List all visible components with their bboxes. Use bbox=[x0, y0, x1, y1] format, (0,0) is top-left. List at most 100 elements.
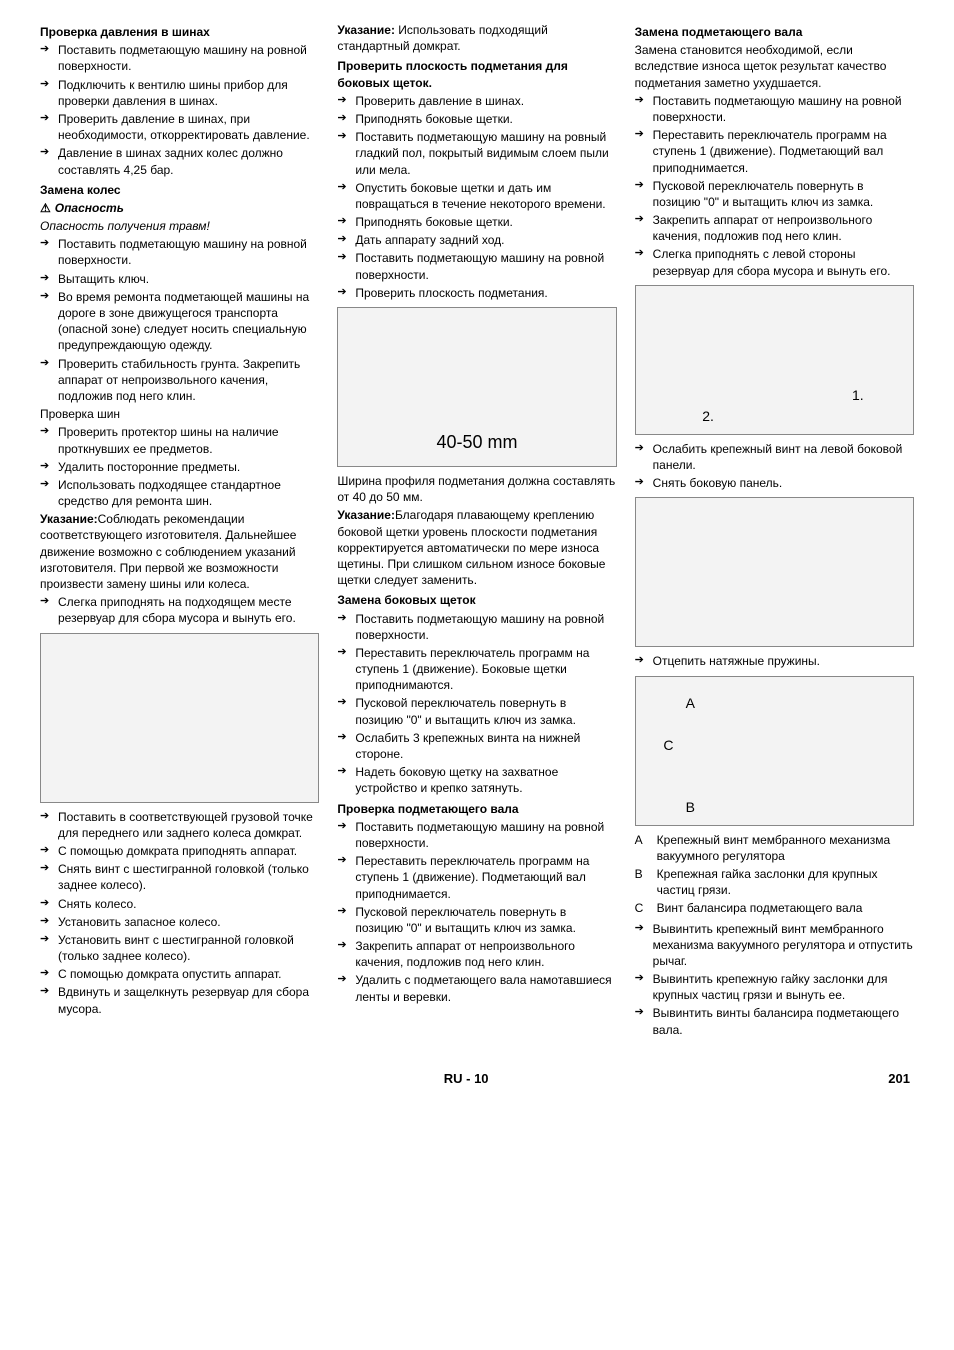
list-item: Использовать подходящее стандартное сред… bbox=[40, 477, 319, 509]
figure-callout: C bbox=[663, 736, 673, 755]
column-3: Замена подметающего вала Замена становит… bbox=[635, 20, 914, 1040]
list-item: Отцепить натяжные пружины. bbox=[635, 653, 914, 669]
figure-callout: 1. bbox=[852, 386, 864, 405]
list-item: Надеть боковую щетку на захватное устрой… bbox=[337, 764, 616, 796]
figure-side-panel: 1. 2. bbox=[635, 285, 914, 435]
list-item: Переставить переключатель программ на ст… bbox=[337, 645, 616, 694]
footer-center: RU - 10 bbox=[44, 1070, 888, 1088]
list: Поставить подметающую машину на ровной п… bbox=[337, 819, 616, 1005]
danger-label: Опасность bbox=[40, 200, 319, 216]
heading: Проверка давления в шинах bbox=[40, 24, 319, 40]
list-item: Снять боковую панель. bbox=[635, 475, 914, 491]
list: Поставить в соответствующей грузовой точ… bbox=[40, 809, 319, 1017]
list-item: Вывинтить крепежную гайку заслонки для к… bbox=[635, 971, 914, 1003]
list-item: Поставить подметающую машину на ровной п… bbox=[337, 819, 616, 851]
figure-callout: A bbox=[686, 694, 695, 713]
list-item: Приподнять боковые щетки. bbox=[337, 214, 616, 230]
legend-item: C Винт балансира подметающего вала bbox=[635, 900, 914, 916]
note: Указание:Соблюдать рекомендации соответс… bbox=[40, 511, 319, 592]
legend: AКрепежный винт мембранного механизма ва… bbox=[635, 832, 914, 917]
heading: Замена боковых щеток bbox=[337, 592, 616, 608]
list-item: Поставить подметающую машину на ровной п… bbox=[40, 236, 319, 268]
list-item: Закрепить аппарат от непроизвольного кач… bbox=[337, 938, 616, 970]
footer-page-number: 201 bbox=[888, 1070, 910, 1088]
legend-value: Крепежный винт мембранного механизма вак… bbox=[657, 832, 914, 864]
list: Ослабить крепежный винт на левой боковой… bbox=[635, 441, 914, 492]
list: Проверить давление в шинах. Приподнять б… bbox=[337, 93, 616, 301]
list-item: Переставить переключатель программ на ст… bbox=[337, 853, 616, 902]
page-footer: RU - 10 201 bbox=[40, 1070, 914, 1088]
list-item: Удалить с подметающего вала намотавшиеся… bbox=[337, 972, 616, 1004]
heading: Замена подметающего вала bbox=[635, 24, 914, 40]
list-item: Ослабить крепежный винт на левой боковой… bbox=[635, 441, 914, 473]
list-item: Поставить подметающую машину на ровной п… bbox=[635, 93, 914, 125]
column-2: Указание: Использовать подходящий станда… bbox=[337, 20, 616, 1040]
list-item: Слегка приподнять с левой стороны резерв… bbox=[635, 246, 914, 278]
paragraph: Проверка шин bbox=[40, 406, 319, 422]
list-item: Приподнять боковые щетки. bbox=[337, 111, 616, 127]
list-item: Вывинтить крепежный винт мембранного мех… bbox=[635, 921, 914, 970]
list-item: Подключить к вентилю шины прибор для про… bbox=[40, 77, 319, 109]
list-item: Пусковой переключатель повернуть в позиц… bbox=[337, 695, 616, 727]
list: Поставить подметающую машину на ровной п… bbox=[635, 93, 914, 279]
list: Поставить подметающую машину на ровной п… bbox=[337, 611, 616, 797]
heading: Замена колес bbox=[40, 182, 319, 198]
list-item: Опустить боковые щетки и дать им повраща… bbox=[337, 180, 616, 212]
list-item: Проверить протектор шины на наличие прот… bbox=[40, 424, 319, 456]
list-item: Установить запасное колесо. bbox=[40, 914, 319, 930]
column-1: Проверка давления в шинах Поставить подм… bbox=[40, 20, 319, 1040]
figure-callout: B bbox=[686, 798, 695, 817]
heading: Проверка подметающего вала bbox=[337, 801, 616, 817]
list: Слегка приподнять на подходящем месте ре… bbox=[40, 594, 319, 626]
list-item: Снять винт с шестигранной головкой (толь… bbox=[40, 861, 319, 893]
list-item: Давление в шинах задних колес должно сос… bbox=[40, 145, 319, 177]
note-label: Указание: bbox=[40, 512, 98, 526]
figure-callout: 2. bbox=[702, 407, 714, 426]
list-item: Во время ремонта подметающей машины на д… bbox=[40, 289, 319, 354]
list-item: Ослабить 3 крепежных винта на нижней сто… bbox=[337, 730, 616, 762]
list: Проверить протектор шины на наличие прот… bbox=[40, 424, 319, 509]
list-item: Поставить подметающую машину на ровный г… bbox=[337, 129, 616, 178]
list-item: Поставить подметающую машину на ровной п… bbox=[40, 42, 319, 74]
list: Поставить подметающую машину на ровной п… bbox=[40, 236, 319, 404]
danger-text: Опасность получения травм! bbox=[40, 218, 319, 234]
list-item: Пусковой переключатель повернуть в позиц… bbox=[635, 178, 914, 210]
figure-jack-points bbox=[40, 633, 319, 803]
list-item: Поставить подметающую машину на ровной п… bbox=[337, 611, 616, 643]
list-item: Закрепить аппарат от непроизвольного кач… bbox=[635, 212, 914, 244]
list-item: Пусковой переключатель повернуть в позиц… bbox=[337, 904, 616, 936]
list-item: Вытащить ключ. bbox=[40, 271, 319, 287]
list-item: Установить винт с шестигранной головкой … bbox=[40, 932, 319, 964]
note: Указание:Благодаря плавающему креплению … bbox=[337, 507, 616, 588]
paragraph: Замена становится необходимой, если всле… bbox=[635, 42, 914, 91]
legend-item: BКрепежная гайка заслонки для крупных ча… bbox=[635, 866, 914, 898]
list-item: С помощью домкрата приподнять аппарат. bbox=[40, 843, 319, 859]
list-item: Проверить плоскость подметания. bbox=[337, 285, 616, 301]
legend-value: Крепежная гайка заслонки для крупных час… bbox=[657, 866, 914, 898]
list-item: Проверить давление в шинах, при необходи… bbox=[40, 111, 319, 143]
figure-springs bbox=[635, 497, 914, 647]
list-item: Дать аппарату задний ход. bbox=[337, 232, 616, 248]
list: Вывинтить крепежный винт мембранного мех… bbox=[635, 921, 914, 1038]
legend-key: B bbox=[635, 866, 649, 898]
list-item: Слегка приподнять на подходящем месте ре… bbox=[40, 594, 319, 626]
list: Поставить подметающую машину на ровной п… bbox=[40, 42, 319, 178]
paragraph: Ширина профиля подметания должна составл… bbox=[337, 473, 616, 505]
heading: Проверить плоскость подметания для боков… bbox=[337, 58, 616, 90]
list-item: Вдвинуть и защелкнуть резервуар для сбор… bbox=[40, 984, 319, 1016]
legend-key: C bbox=[635, 900, 649, 916]
note: Указание: Использовать подходящий станда… bbox=[337, 22, 616, 54]
list: Отцепить натяжные пружины. bbox=[635, 653, 914, 669]
list-item: Проверить давление в шинах. bbox=[337, 93, 616, 109]
note-label: Указание: bbox=[337, 508, 395, 522]
legend-item: AКрепежный винт мембранного механизма ва… bbox=[635, 832, 914, 864]
list-item: Проверить стабильность грунта. Закрепить… bbox=[40, 356, 319, 405]
list-item: Поставить подметающую машину на ровной п… bbox=[337, 250, 616, 282]
list-item: Снять колесо. bbox=[40, 896, 319, 912]
list-item: Удалить посторонние предметы. bbox=[40, 459, 319, 475]
list-item: Вывинтить винты балансира подметающего в… bbox=[635, 1005, 914, 1037]
figure-sweep-width: 40-50 mm bbox=[337, 307, 616, 467]
list-item: Переставить переключатель программ на ст… bbox=[635, 127, 914, 176]
legend-key: A bbox=[635, 832, 649, 864]
legend-value: Винт балансира подметающего вала bbox=[657, 900, 863, 916]
